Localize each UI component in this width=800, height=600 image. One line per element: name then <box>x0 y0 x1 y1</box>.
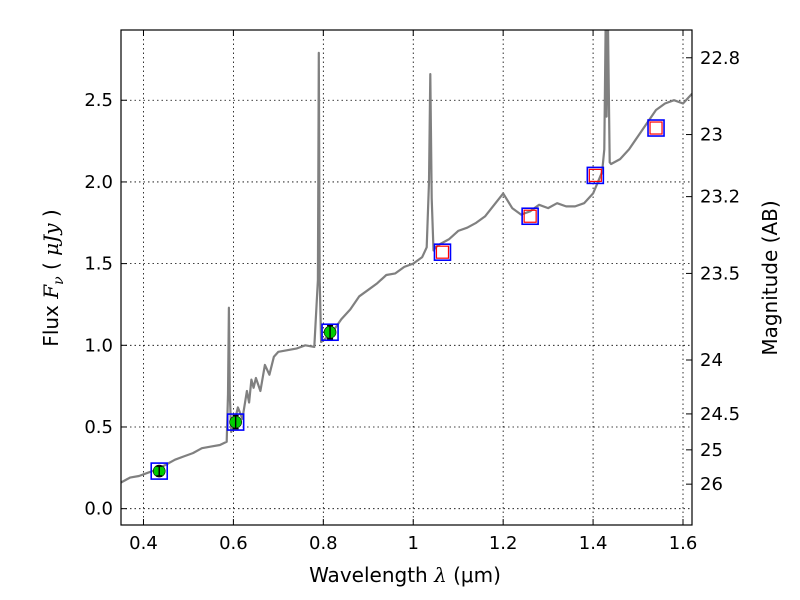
svg-text:Flux Fν ( μJy ): Flux Fν ( μJy ) <box>39 209 67 346</box>
plot-frame <box>120 29 693 526</box>
observed-error-bar <box>232 414 239 430</box>
y-title-unit: μJy <box>39 223 63 256</box>
model-photometry-marker <box>647 119 665 137</box>
right-tick-label: 22.8 <box>700 48 740 69</box>
observed-error-bar <box>156 465 163 477</box>
right-tick-label: 24 <box>700 350 723 371</box>
x-title-prefix: Wavelength <box>309 563 434 587</box>
photometry-points <box>150 119 665 480</box>
x-axis-title: Wavelength λ (μm) <box>309 563 501 587</box>
y-tick-label: 0.5 <box>84 417 113 438</box>
y-tick-label: 0.0 <box>84 499 113 520</box>
model-photometry-marker <box>150 462 169 480</box>
right-tick-label: 26 <box>700 474 723 495</box>
y-title-sub: ν <box>51 276 67 285</box>
right-tick-label: 25 <box>700 440 723 461</box>
right-axis-title: Magnitude (AB) <box>758 200 782 355</box>
x-title-unit: (μm) <box>447 563 501 587</box>
svg-text:Wavelength λ (μm): Wavelength λ (μm) <box>309 563 501 587</box>
right-axis-title-text: Magnitude (AB) <box>758 200 782 355</box>
y-title-prefix: Flux <box>39 299 63 347</box>
model-photometry-marker <box>321 323 339 342</box>
right-tick-label: 23 <box>700 125 723 146</box>
x-tick-label: 1.6 <box>669 533 698 554</box>
y-axis-title: Flux Fν ( μJy ) <box>39 209 67 346</box>
right-tick-label: 23.2 <box>700 187 740 208</box>
model-photometry-marker <box>226 413 245 431</box>
y-tick-label: 1.0 <box>84 335 113 356</box>
y-tick-label: 2.0 <box>84 172 113 193</box>
right-tick-label: 24.5 <box>700 404 740 425</box>
observed-error-bar <box>327 324 334 340</box>
x-tick-label: 1.2 <box>489 533 518 554</box>
upper-limit-marker <box>435 245 450 259</box>
axis-ticks: 0.4 0.6 0.8 1 1.2 1.4 1.6 0.0 0.5 1.0 1.5 2.0 2.5 22.… <box>84 30 740 554</box>
y-tick-label: 2.5 <box>84 90 113 111</box>
x-title-var: λ <box>433 563 447 587</box>
y-title-open: ( <box>39 256 63 277</box>
upper-limit-marker <box>649 121 663 135</box>
x-tick-label: 1 <box>408 533 419 554</box>
x-tick-label: 1.4 <box>579 533 608 554</box>
upper-limit-marker <box>523 209 537 223</box>
model-photometry-marker <box>586 166 605 185</box>
y-title-var: F <box>39 284 63 300</box>
grid-lines <box>121 30 692 525</box>
x-tick-label: 0.6 <box>219 533 248 554</box>
x-tick-label: 0.4 <box>129 533 158 554</box>
spectrum-line <box>121 30 692 484</box>
spectrum-layer <box>121 30 692 484</box>
upper-limit-marker <box>588 168 602 182</box>
right-tick-label: 23.5 <box>700 263 740 284</box>
x-tick-label: 0.8 <box>309 533 338 554</box>
y-tick-label: 1.5 <box>84 254 113 275</box>
model-photometry-marker <box>433 243 452 261</box>
model-photometry-marker <box>521 207 539 226</box>
y-title-close: ) <box>39 209 63 223</box>
